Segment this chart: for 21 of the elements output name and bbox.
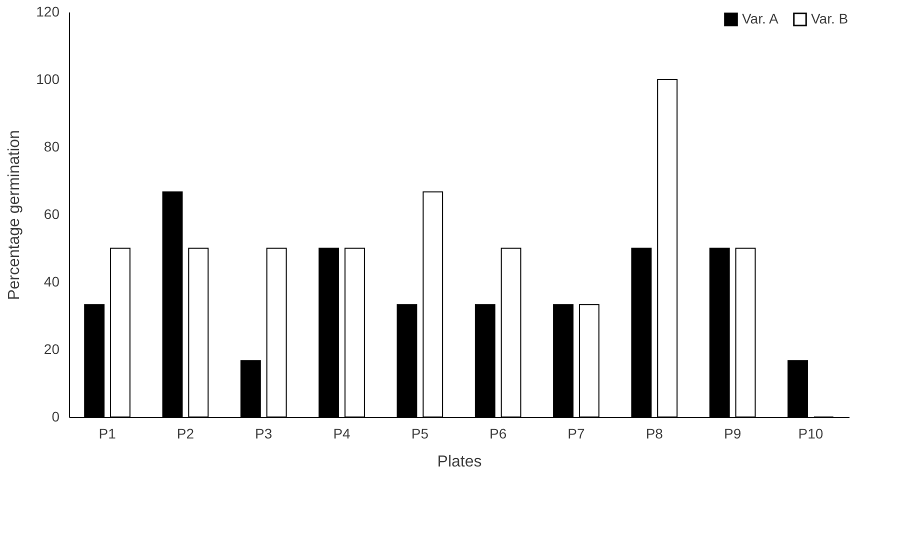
y-tick-label: 120 [36,4,60,20]
y-tick-label: 100 [36,71,60,87]
y-axis-title: Percentage germination [6,130,24,300]
x-tick-label: P10 [798,426,824,442]
legend-label: Var. B [811,10,848,26]
x-tick-label: P2 [176,426,194,442]
x-tick-label: P8 [646,426,664,442]
x-tick-label: P5 [411,426,429,442]
y-tick-label: 0 [52,408,60,424]
y-tick-label: 80 [44,138,60,154]
y-tick-label: 60 [44,206,60,222]
x-tick-label: P4 [333,426,351,442]
x-tick-label: P9 [724,426,742,442]
x-tick-label: P1 [98,426,116,442]
legend-label: Var. A [742,10,779,26]
y-tick-label: 40 [44,274,60,290]
x-axis-title: Plates [437,454,482,470]
x-tick-label: P3 [255,426,272,442]
x-tick-label: P7 [568,426,586,442]
y-tick-label: 20 [44,341,60,357]
x-tick-label: P6 [490,426,507,442]
